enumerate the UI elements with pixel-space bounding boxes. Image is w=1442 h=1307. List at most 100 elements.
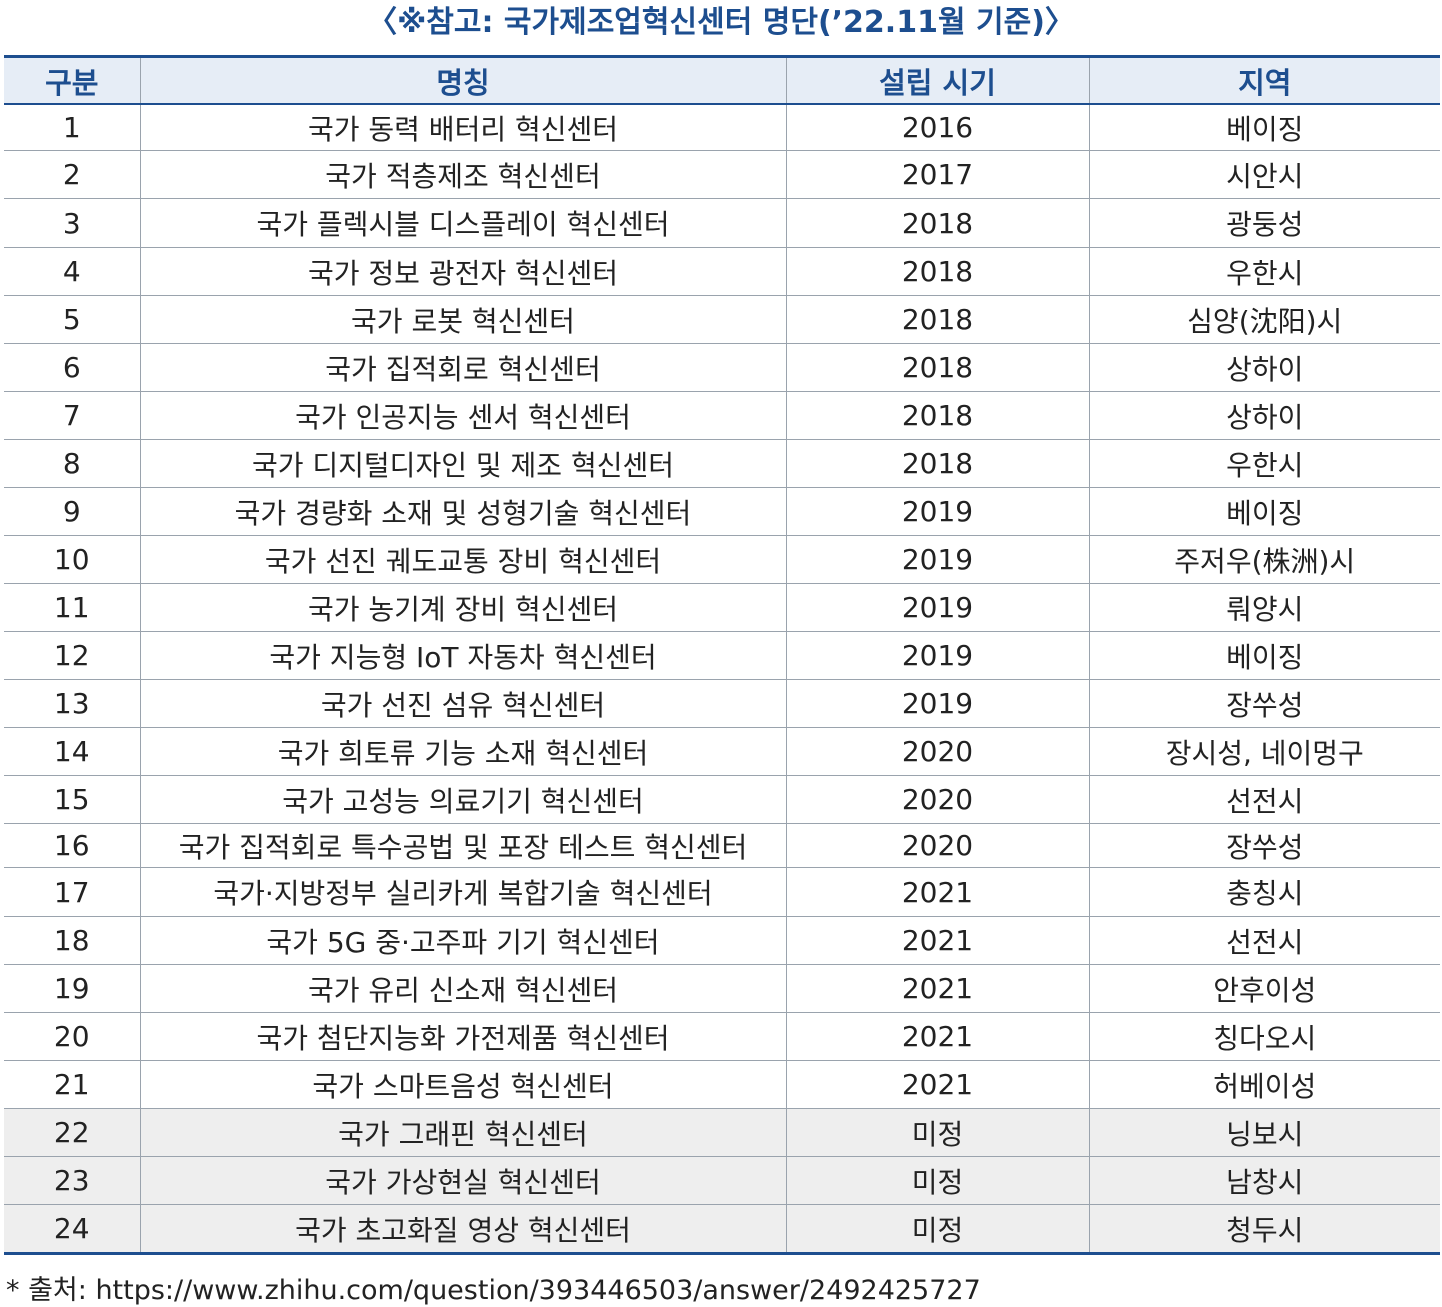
cell-year: 2018 [785, 391, 1089, 440]
cell-no: 24 [4, 1204, 140, 1254]
cell-name: 국가 선진 궤도교통 장비 혁신센터 [139, 535, 786, 584]
cell-name: 국가 5G 중·고주파 기기 혁신센터 [139, 916, 786, 965]
cell-year: 2021 [785, 867, 1089, 917]
cell-region: 허베이성 [1088, 1060, 1440, 1109]
cell-name: 국가 적층제조 혁신센터 [139, 150, 786, 199]
table-row: 15 국가 고성능 의료기기 혁신센터 2020 선전시 [4, 775, 1440, 824]
cell-name: 국가 초고화질 영상 혁신센터 [139, 1204, 786, 1254]
cell-region: 안후이성 [1088, 964, 1440, 1013]
cell-region: 청두시 [1088, 1204, 1440, 1254]
cell-no: 3 [4, 198, 140, 248]
cell-year: 2019 [785, 535, 1089, 584]
cell-year: 2020 [785, 775, 1089, 824]
table-row: 22 국가 그래핀 혁신센터 미정 닝보시 [4, 1108, 1440, 1157]
table-row: 23 국가 가상현실 혁신센터 미정 남창시 [4, 1156, 1440, 1205]
cell-no: 17 [4, 867, 140, 917]
table-title: 〈※참고: 국가제조업혁신센터 명단(’22.11월 기준)〉 [367, 5, 1075, 40]
cell-name: 국가 플렉시블 디스플레이 혁신센터 [139, 198, 786, 248]
cell-region: 광둥성 [1088, 198, 1440, 248]
cell-year: 2021 [785, 1060, 1089, 1109]
table-row: 3 국가 플렉시블 디스플레이 혁신센터 2018 광둥성 [4, 198, 1440, 248]
table-row: 13 국가 선진 섬유 혁신센터 2019 장쑤성 [4, 679, 1440, 728]
cell-no: 11 [4, 583, 140, 632]
header-no: 구분 [4, 56, 140, 105]
cell-name: 국가 지능형 IoT 자동차 혁신센터 [139, 631, 786, 680]
cell-year: 2020 [785, 823, 1089, 868]
cell-year: 2019 [785, 679, 1089, 728]
cell-region: 심양(沈阳)시 [1088, 295, 1440, 344]
cell-year: 미정 [785, 1204, 1089, 1254]
table-row: 11 국가 농기계 장비 혁신센터 2019 뤄양시 [4, 583, 1440, 632]
cell-region: 베이징 [1088, 104, 1440, 151]
cell-region: 시안시 [1088, 150, 1440, 199]
cell-region: 상하이 [1088, 391, 1440, 440]
cell-name: 국가 농기계 장비 혁신센터 [139, 583, 786, 632]
cell-no: 18 [4, 916, 140, 965]
cell-no: 15 [4, 775, 140, 824]
cell-name: 국가 유리 신소재 혁신센터 [139, 964, 786, 1013]
table-row: 2 국가 적층제조 혁신센터 2017 시안시 [4, 150, 1440, 199]
cell-region: 칭다오시 [1088, 1012, 1440, 1061]
table-row: 8 국가 디지털디자인 및 제조 혁신센터 2018 우한시 [4, 439, 1440, 488]
cell-name: 국가 고성능 의료기기 혁신센터 [139, 775, 786, 824]
cell-region: 장시성, 네이멍구 [1088, 727, 1440, 776]
table-row: 10 국가 선진 궤도교통 장비 혁신센터 2019 주저우(株洲)시 [4, 535, 1440, 584]
cell-name: 국가 정보 광전자 혁신센터 [139, 247, 786, 296]
cell-region: 우한시 [1088, 439, 1440, 488]
cell-year: 2018 [785, 439, 1089, 488]
cell-no: 6 [4, 343, 140, 392]
cell-region: 선전시 [1088, 775, 1440, 824]
cell-name: 국가 가상현실 혁신센터 [139, 1156, 786, 1205]
cell-year: 미정 [785, 1156, 1089, 1205]
cell-year: 2018 [785, 295, 1089, 344]
cell-region: 남창시 [1088, 1156, 1440, 1205]
cell-year: 미정 [785, 1108, 1089, 1157]
cell-year: 2020 [785, 727, 1089, 776]
table-row: 4 국가 정보 광전자 혁신센터 2018 우한시 [4, 247, 1440, 296]
cell-region: 장쑤성 [1088, 823, 1440, 868]
table-row: 14 국가 희토류 기능 소재 혁신센터 2020 장시성, 네이멍구 [4, 727, 1440, 776]
cell-name: 국가 로봇 혁신센터 [139, 295, 786, 344]
cell-name: 국가·지방정부 실리카게 복합기술 혁신센터 [139, 867, 786, 917]
cell-name: 국가 선진 섬유 혁신센터 [139, 679, 786, 728]
cell-region: 상하이 [1088, 343, 1440, 392]
cell-year: 2018 [785, 247, 1089, 296]
cell-region: 뤄양시 [1088, 583, 1440, 632]
table-row: 5 국가 로봇 혁신센터 2018 심양(沈阳)시 [4, 295, 1440, 344]
table-row: 12 국가 지능형 IoT 자동차 혁신센터 2019 베이징 [4, 631, 1440, 680]
cell-name: 국가 동력 배터리 혁신센터 [139, 104, 786, 151]
cell-no: 2 [4, 150, 140, 199]
cell-name: 국가 첨단지능화 가전제품 혁신센터 [139, 1012, 786, 1061]
source-footnote: * 출처: https://www.zhihu.com/question/393… [6, 1275, 981, 1306]
innovation-center-table: 구분 명칭 설립 시기 지역 1 국가 동력 배터리 혁신센터 2016 베이징 2 국가… [4, 55, 1440, 1255]
table-row: 9 국가 경량화 소재 및 성형기술 혁신센터 2019 베이징 [4, 487, 1440, 536]
cell-year: 2018 [785, 198, 1089, 248]
cell-no: 4 [4, 247, 140, 296]
cell-no: 14 [4, 727, 140, 776]
table-row: 19 국가 유리 신소재 혁신센터 2021 안후이성 [4, 964, 1440, 1013]
cell-name: 국가 경량화 소재 및 성형기술 혁신센터 [139, 487, 786, 536]
header-year: 설립 시기 [785, 56, 1089, 105]
cell-region: 베이징 [1088, 487, 1440, 536]
cell-year: 2021 [785, 1012, 1089, 1061]
table-body: 1 국가 동력 배터리 혁신센터 2016 베이징 2 국가 적층제조 혁신센터 2017 시… [4, 104, 1440, 1254]
table-row: 21 국가 스마트음성 혁신센터 2021 허베이성 [4, 1060, 1440, 1109]
cell-name: 국가 집적회로 특수공법 및 포장 테스트 혁신센터 [139, 823, 786, 868]
cell-no: 20 [4, 1012, 140, 1061]
table-row: 16 국가 집적회로 특수공법 및 포장 테스트 혁신센터 2020 장쑤성 [4, 823, 1440, 868]
cell-year: 2016 [785, 104, 1089, 151]
cell-year: 2021 [785, 964, 1089, 1013]
cell-region: 장쑤성 [1088, 679, 1440, 728]
cell-year: 2017 [785, 150, 1089, 199]
cell-no: 1 [4, 104, 140, 151]
header-region: 지역 [1088, 56, 1440, 105]
cell-name: 국가 집적회로 혁신센터 [139, 343, 786, 392]
cell-region: 선전시 [1088, 916, 1440, 965]
table-row: 7 국가 인공지능 센서 혁신센터 2018 상하이 [4, 391, 1440, 440]
cell-no: 10 [4, 535, 140, 584]
cell-no: 9 [4, 487, 140, 536]
cell-no: 7 [4, 391, 140, 440]
cell-no: 22 [4, 1108, 140, 1157]
cell-name: 국가 인공지능 센서 혁신센터 [139, 391, 786, 440]
cell-no: 16 [4, 823, 140, 868]
